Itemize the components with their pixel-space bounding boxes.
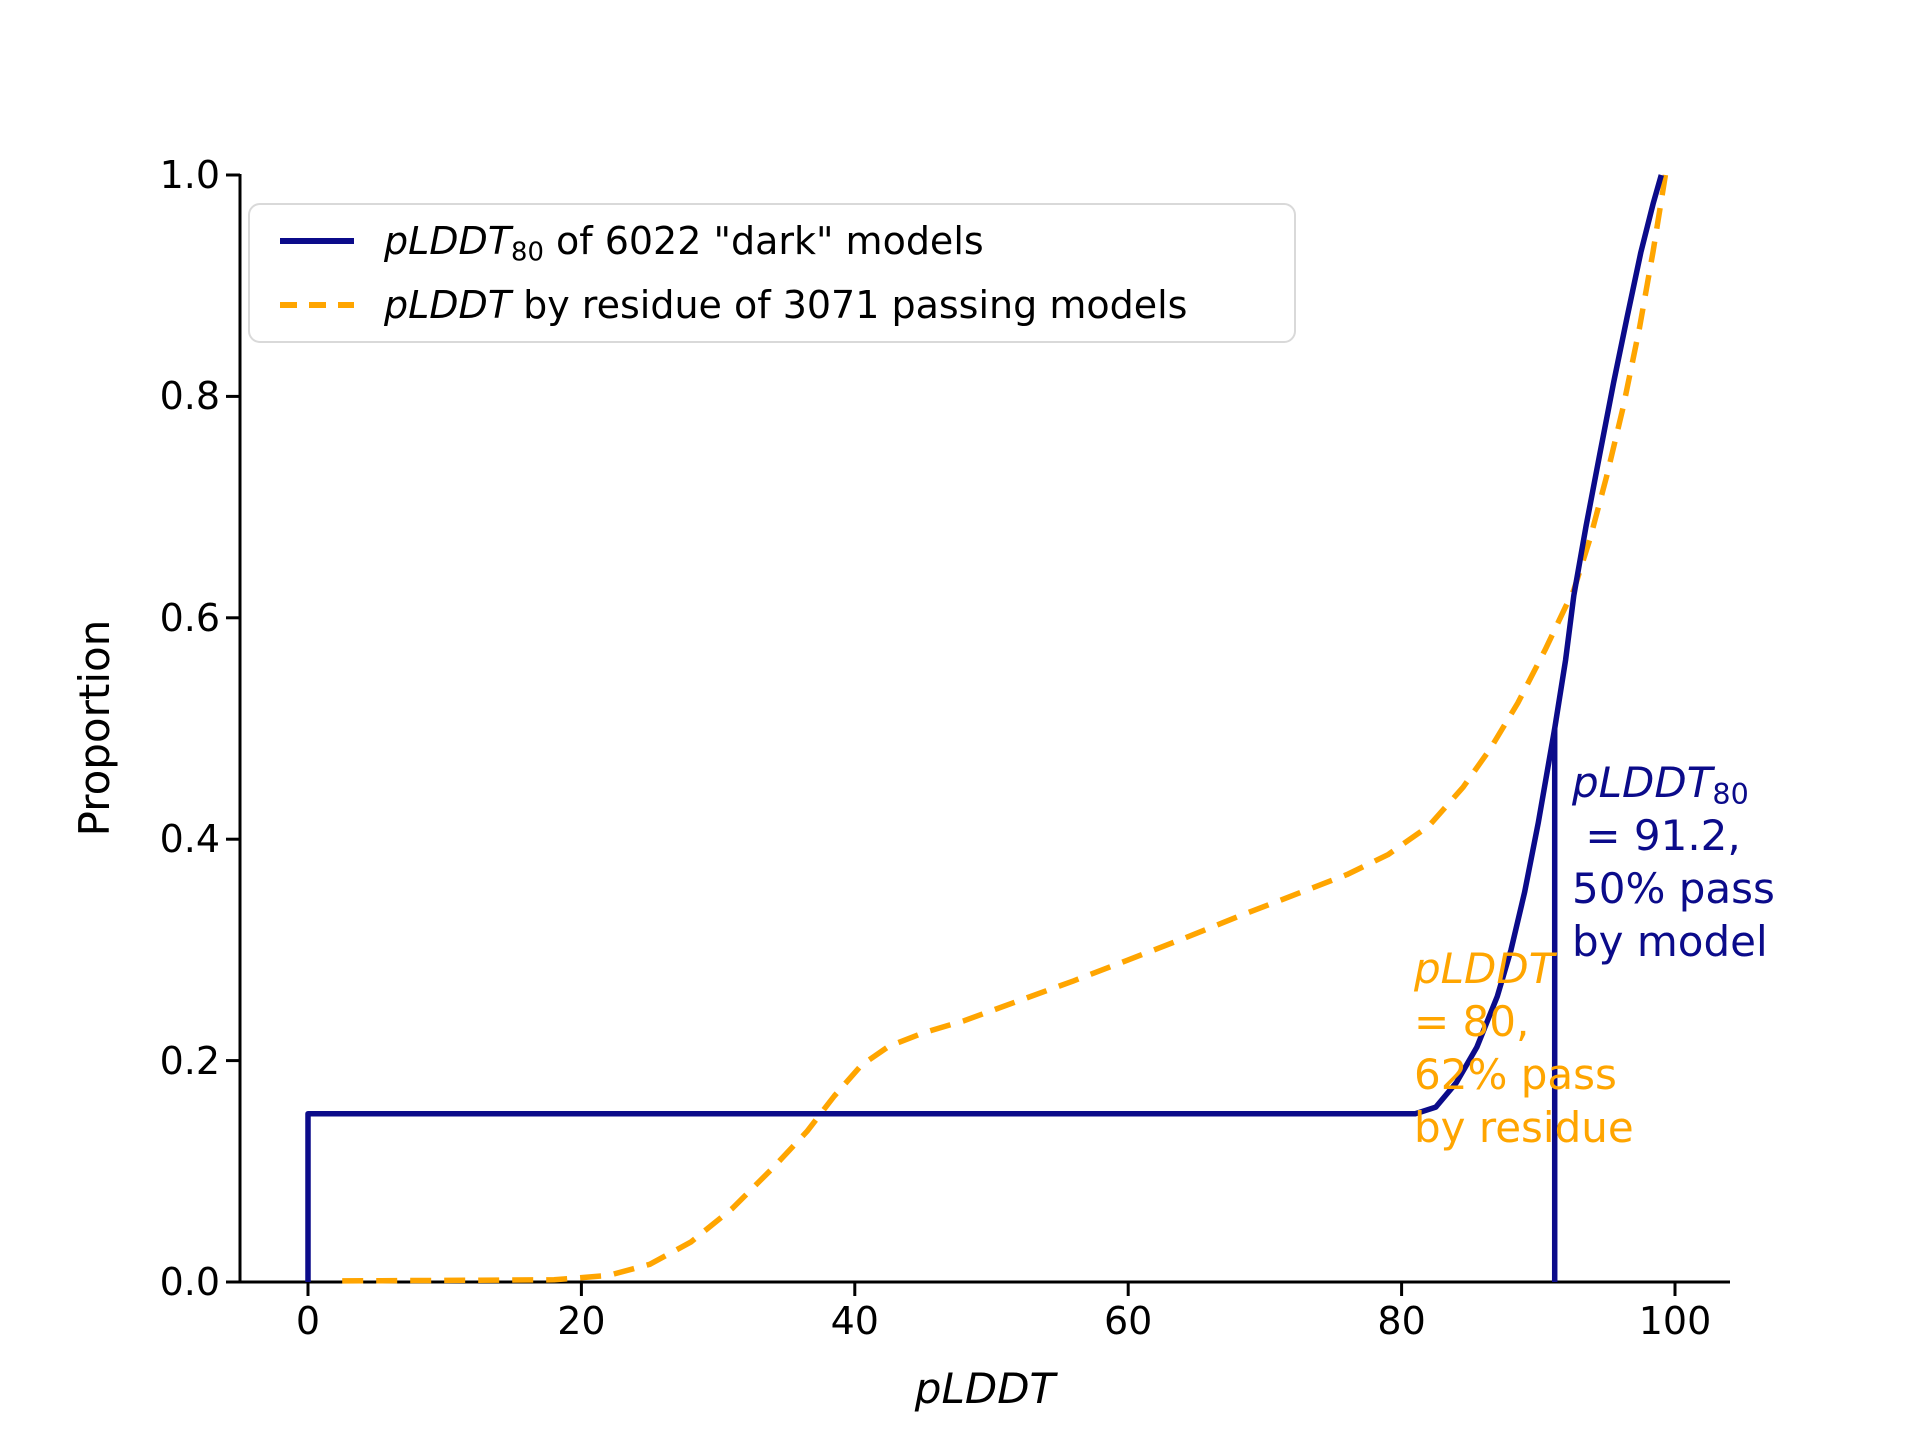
annotation-line: by model [1572,917,1768,966]
annotation-line: by residue [1414,1103,1634,1152]
series-dark-models-curve [305,174,1664,1282]
x-axis-label: pLDDT [914,1364,1056,1413]
y-tick-label: 0.6 [159,595,220,640]
x-tick-label: 80 [1377,1299,1426,1343]
legend-box: pLDDT80 of 6022 "dark" models pLDDT by r… [248,203,1296,343]
annotation-line: = 91.2, [1572,811,1741,860]
annotation-line: = 80, [1414,997,1530,1046]
annotation-line: 62% pass [1414,1050,1617,1099]
y-tick-label: 1.0 [159,153,220,197]
dashed-line-sample [280,302,354,308]
y-tick-label: 0.0 [159,1260,220,1304]
solid-line-sample [280,238,354,244]
annotation-line: pLDDT80 [1572,758,1749,812]
y-axis-label: Proportion [70,619,119,837]
x-tick-label: 20 [557,1299,606,1343]
y-tick-label: 0.2 [159,1038,220,1083]
annotation-model-pass: pLDDT80 = 91.2, 50% pass by model [1572,756,1775,968]
annotation-residue-pass: pLDDT = 80, 62% pass by residue [1414,942,1634,1154]
x-tick-label: 60 [1104,1299,1153,1343]
x-tick-label: 100 [1638,1299,1712,1343]
annotation-line: 50% pass [1572,864,1775,913]
x-tick-marks [306,1282,1677,1296]
y-tick-marks [226,173,240,1284]
legend-label: pLDDT by residue of 3071 passing models [384,283,1188,327]
y-tick-label: 0.8 [159,374,220,419]
x-tick-label: 0 [295,1299,321,1343]
legend-item-passing-models: pLDDT by residue of 3071 passing models [280,286,1294,324]
annotation-line: pLDDT [1414,944,1555,993]
x-tick-label: 40 [830,1299,879,1343]
legend-item-dark-models: pLDDT80 of 6022 "dark" models [280,219,1294,268]
legend-label: pLDDT80 of 6022 "dark" models [384,219,984,268]
y-tick-label: 0.4 [159,817,220,862]
